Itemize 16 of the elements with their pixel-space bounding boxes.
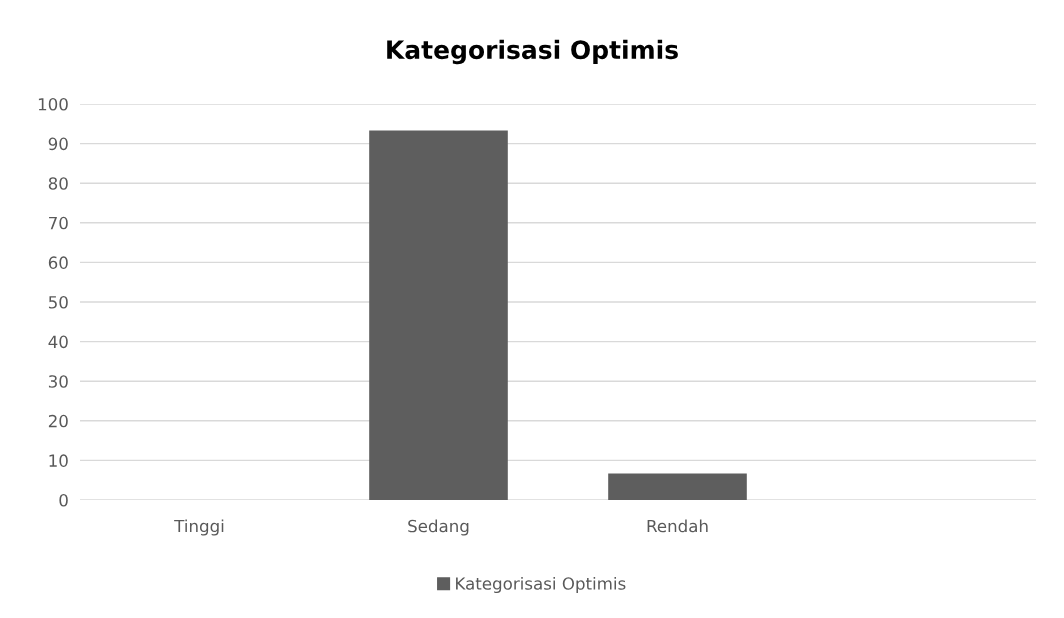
y-tick-label: 40 (48, 335, 68, 349)
y-tick-label: 30 (48, 375, 68, 388)
y-tick-label: 100 (38, 97, 68, 111)
chart-title: Kategorisasi Optimis (387, 39, 678, 65)
y-tick-label: 20 (48, 414, 68, 428)
y-tick-label: 10 (49, 454, 68, 467)
y-tick-label: 90 (48, 137, 68, 151)
legend-label: Kategorisasi Optimis (456, 576, 626, 594)
y-tick-label: 80 (48, 177, 68, 190)
y-tick-label: 0 (59, 493, 68, 507)
x-tick-label: Tinggi (174, 519, 224, 536)
y-tick-label: 60 (48, 256, 68, 269)
y-tick-label: 70 (49, 216, 68, 230)
x-tick-label: Sedang (408, 519, 469, 536)
x-tick-label: Rendah (647, 519, 708, 533)
y-tick-label: 50 (48, 295, 68, 309)
